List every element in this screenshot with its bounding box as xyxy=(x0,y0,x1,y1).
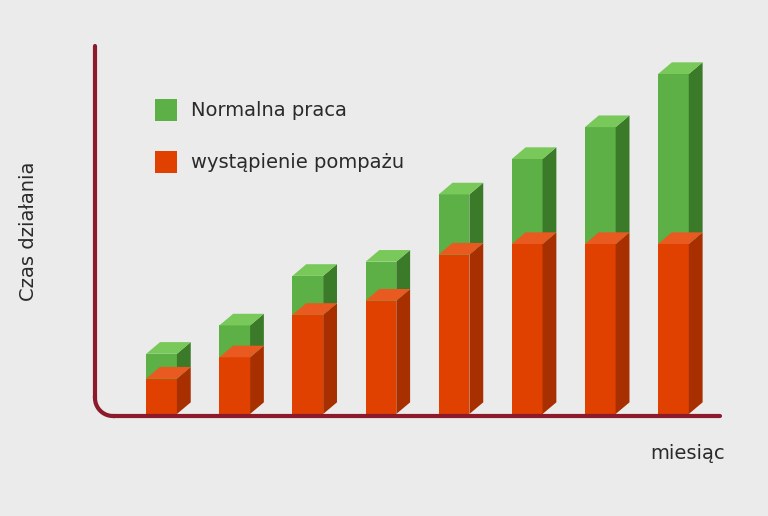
Polygon shape xyxy=(250,314,264,358)
Polygon shape xyxy=(396,250,410,301)
Text: wystąpienie pompаżu: wystąpienie pompаżu xyxy=(191,153,404,171)
Polygon shape xyxy=(658,74,689,244)
Polygon shape xyxy=(616,232,630,414)
Polygon shape xyxy=(293,264,337,276)
Polygon shape xyxy=(585,232,630,244)
Polygon shape xyxy=(542,148,556,244)
Polygon shape xyxy=(220,326,250,358)
Polygon shape xyxy=(323,303,337,414)
Polygon shape xyxy=(542,232,556,414)
Polygon shape xyxy=(585,244,616,414)
Polygon shape xyxy=(250,346,264,414)
Polygon shape xyxy=(366,262,396,301)
Polygon shape xyxy=(146,342,190,354)
Text: Czas działania: Czas działania xyxy=(18,162,38,301)
Polygon shape xyxy=(469,183,483,254)
Polygon shape xyxy=(293,303,337,315)
Polygon shape xyxy=(689,232,703,414)
Polygon shape xyxy=(511,148,556,159)
Polygon shape xyxy=(155,151,177,173)
Polygon shape xyxy=(658,232,703,244)
Polygon shape xyxy=(439,183,483,195)
Polygon shape xyxy=(585,127,616,244)
Polygon shape xyxy=(146,379,177,414)
Polygon shape xyxy=(220,346,264,358)
Polygon shape xyxy=(616,116,630,244)
Polygon shape xyxy=(366,301,396,414)
Polygon shape xyxy=(146,367,190,379)
Polygon shape xyxy=(469,243,483,414)
Polygon shape xyxy=(396,289,410,414)
Polygon shape xyxy=(220,314,264,326)
Polygon shape xyxy=(585,116,630,127)
Polygon shape xyxy=(323,264,337,315)
Polygon shape xyxy=(511,159,542,244)
Polygon shape xyxy=(658,62,703,74)
Polygon shape xyxy=(511,244,542,414)
Polygon shape xyxy=(155,99,177,121)
Polygon shape xyxy=(177,367,190,414)
Polygon shape xyxy=(293,276,323,315)
Polygon shape xyxy=(439,254,469,414)
Polygon shape xyxy=(658,244,689,414)
Polygon shape xyxy=(366,289,410,301)
Polygon shape xyxy=(689,62,703,244)
Polygon shape xyxy=(146,354,177,379)
Polygon shape xyxy=(220,358,250,414)
Polygon shape xyxy=(177,342,190,379)
Polygon shape xyxy=(439,243,483,254)
Text: miesiąc: miesiąc xyxy=(650,444,725,463)
Polygon shape xyxy=(511,232,556,244)
Polygon shape xyxy=(439,195,469,254)
Text: Normalna praca: Normalna praca xyxy=(191,101,347,120)
Polygon shape xyxy=(293,315,323,414)
Polygon shape xyxy=(366,250,410,262)
